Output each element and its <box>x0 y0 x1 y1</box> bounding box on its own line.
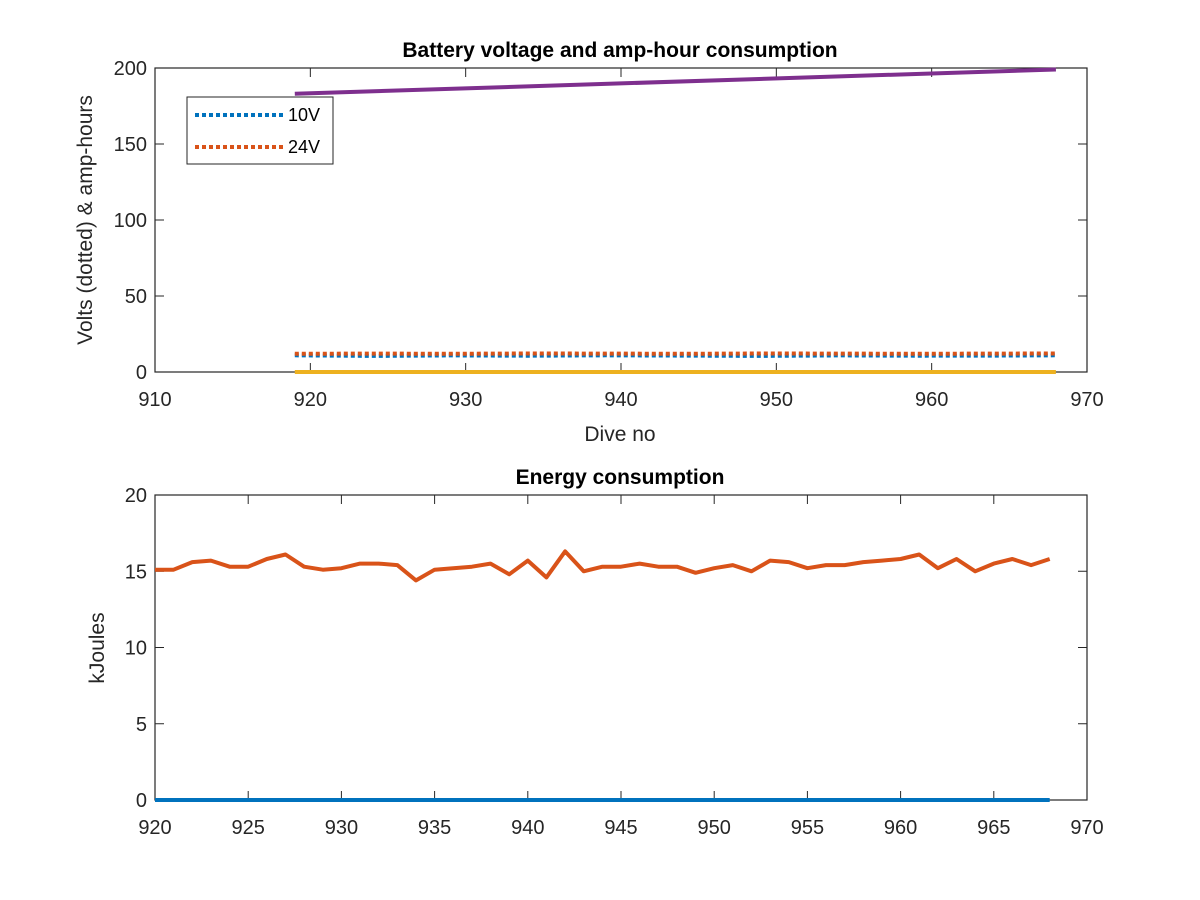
energy-chart-ylabel: kJoules <box>86 612 109 683</box>
energy-xtick-label: 965 <box>977 817 1010 839</box>
energy-ytick-label: 10 <box>125 638 147 660</box>
energy-xtick-label: 920 <box>138 817 171 839</box>
energy-axes-box <box>154 494 1088 801</box>
energy-xtick-label: 925 <box>232 817 265 839</box>
voltage-ytick-label: 150 <box>114 134 147 156</box>
voltage-ytick-label: 0 <box>136 362 147 384</box>
energy-ytick-label: 15 <box>125 561 147 583</box>
energy-xtick-label: 955 <box>791 817 824 839</box>
energy-ytick-label: 20 <box>125 485 147 507</box>
energy-xtick-label: 935 <box>418 817 451 839</box>
energy-series-1 <box>155 549 1051 583</box>
energy-xtick-label: 970 <box>1070 817 1103 839</box>
voltage-ytick-label: 100 <box>114 210 147 232</box>
voltage-chart-ylabel: Volts (dotted) & amp-hours <box>74 95 97 345</box>
energy-xtick-label: 960 <box>884 817 917 839</box>
voltage-xtick-label: 960 <box>915 389 948 411</box>
voltage-xtick-label: 940 <box>604 389 637 411</box>
voltage-amphour-panel: Battery voltage and amp-hour consumption… <box>74 39 1104 446</box>
voltage-ytick-label: 200 <box>114 58 147 80</box>
energy-xtick-label: 940 <box>511 817 544 839</box>
energy-xtick-label: 945 <box>604 817 637 839</box>
energy-chart-title: Energy consumption <box>516 466 725 489</box>
voltage-xtick-label: 920 <box>294 389 327 411</box>
voltage-ytick-label: 50 <box>125 286 147 308</box>
energy-ytick-label: 0 <box>136 790 147 812</box>
voltage-legend-label-24v: 24V <box>288 137 320 157</box>
energy-panel: Energy consumption kJoules 920 925 930 935 9… <box>86 466 1104 839</box>
voltage-xtick-label: 910 <box>138 389 171 411</box>
voltage-chart-xlabel: Dive no <box>584 423 655 446</box>
energy-xtick-label: 950 <box>698 817 731 839</box>
voltage-legend-label-10v: 10V <box>288 105 320 125</box>
energy-xtick-label: 930 <box>325 817 358 839</box>
energy-ytick-label: 5 <box>136 714 147 736</box>
voltage-xtick-label: 970 <box>1070 389 1103 411</box>
voltage-xtick-label: 950 <box>760 389 793 411</box>
voltage-chart-title: Battery voltage and amp-hour consumption <box>402 39 837 62</box>
voltage-xtick-label: 930 <box>449 389 482 411</box>
voltage-series-3 <box>294 67 1056 96</box>
voltage-legend-box <box>186 96 334 165</box>
